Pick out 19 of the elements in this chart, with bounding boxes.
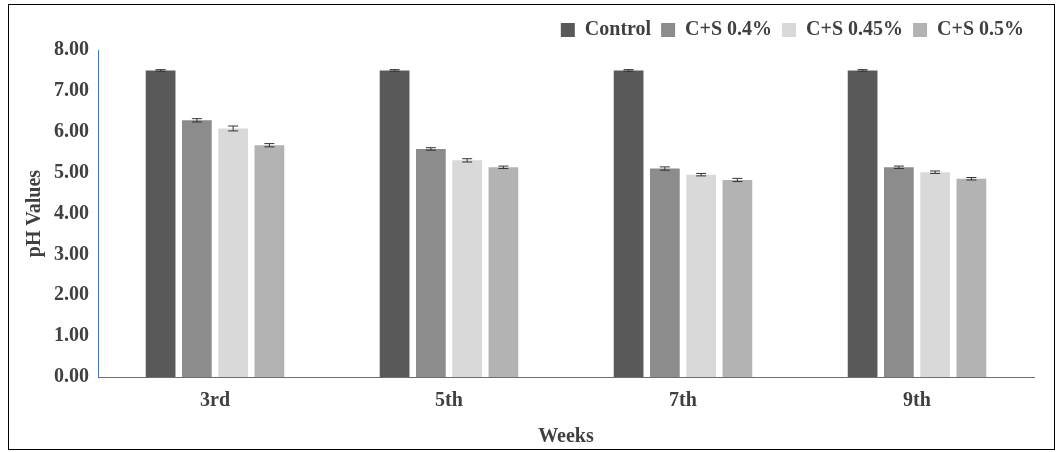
y-tick-label: 2.00 — [54, 282, 89, 305]
y-tick-label: 3.00 — [54, 241, 89, 264]
y-axis-title: pH Values — [22, 169, 46, 258]
x-tick-label: 5th — [435, 388, 463, 411]
y-tick-label: 8.00 — [54, 37, 89, 60]
y-tick-label: 6.00 — [54, 118, 89, 141]
y-tick-label: 4.00 — [54, 200, 89, 223]
legend-label: C+S 0.45% — [806, 17, 904, 40]
x-tick-label: 7th — [669, 388, 697, 411]
y-tick-label: 5.00 — [54, 159, 89, 182]
y-tick-label: 0.00 — [54, 364, 89, 387]
legend-label: Control — [584, 17, 652, 40]
y-tick-label: 1.00 — [54, 323, 89, 346]
y-tick-label: 7.00 — [54, 78, 89, 101]
legend-label: C+S 0.4% — [685, 17, 773, 40]
x-axis-title: Weeks — [538, 424, 594, 447]
x-tick-label: 3rd — [200, 388, 230, 411]
legend-label: C+S 0.5% — [937, 17, 1025, 40]
x-tick-label: 9th — [903, 388, 931, 411]
